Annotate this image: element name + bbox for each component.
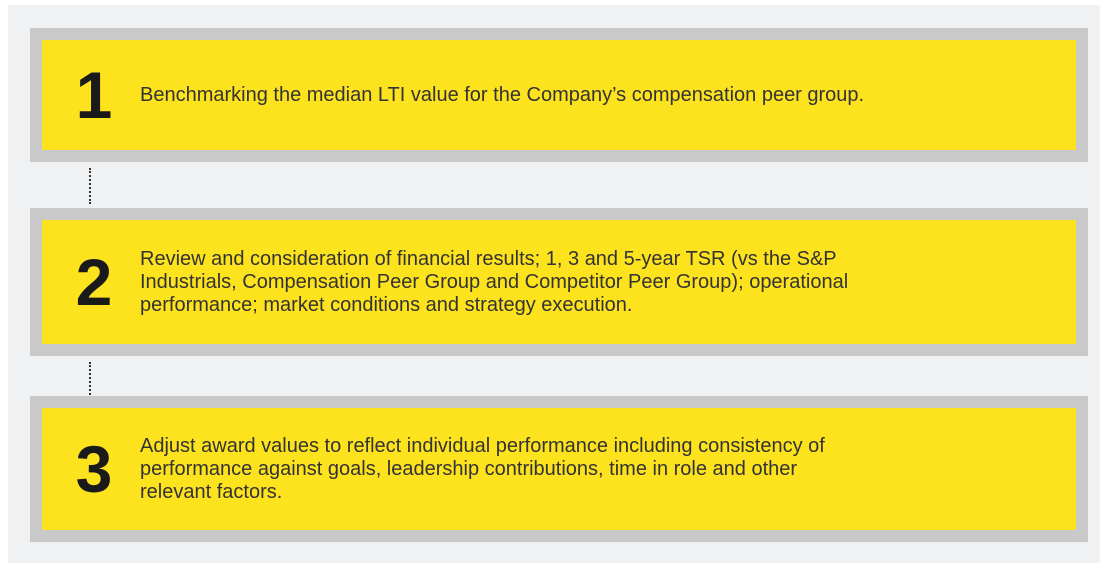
text-line: performance; market conditions and strat… <box>140 293 633 316</box>
text-line: relevant factors. <box>140 480 283 503</box>
text-line: Review and consideration of financial re… <box>140 247 837 270</box>
step-text: Adjust award values to reflect individua… <box>140 435 825 504</box>
text-line: Benchmarking the median LTI value for th… <box>140 83 865 106</box>
text-line: Industrials, Compensation Peer Group and… <box>140 270 849 293</box>
step-number: 1 <box>75 58 113 132</box>
step-number: 3 <box>75 432 113 506</box>
step-number: 2 <box>75 245 113 319</box>
connector <box>89 168 91 204</box>
text-line: Adjust award values to reflect individua… <box>140 434 825 457</box>
step-text: Review and consideration of financial re… <box>140 248 848 317</box>
connector <box>89 362 91 398</box>
step-box: 3 Adjust award values to reflect individ… <box>30 396 1088 542</box>
text-line: performance against goals, leadership co… <box>140 457 798 480</box>
step-box: 1 Benchmarking the median LTI value for … <box>30 28 1088 162</box>
step-box: 2 Review and consideration of financial … <box>30 208 1088 356</box>
step-text: Benchmarking the median LTI value for th… <box>140 84 864 107</box>
